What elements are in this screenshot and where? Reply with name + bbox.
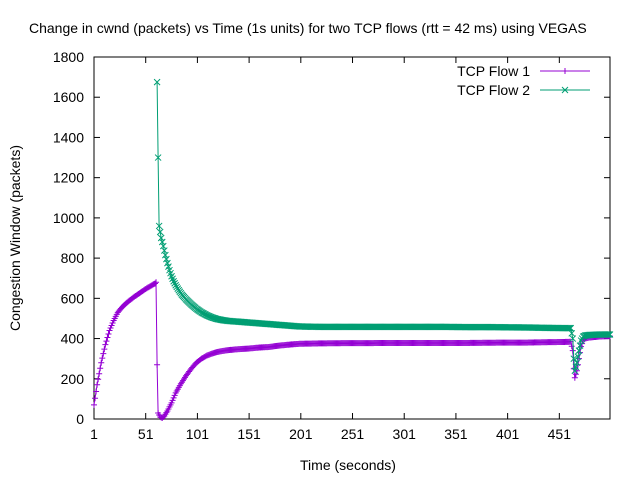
data-point-marker — [106, 327, 113, 334]
x-tick-label: 351 — [444, 426, 468, 442]
data-point-marker — [168, 399, 175, 406]
y-tick-label: 600 — [61, 290, 85, 306]
data-point-marker — [99, 355, 106, 362]
data-point-marker — [108, 322, 115, 329]
y-tick-label: 1400 — [53, 129, 84, 145]
data-point-marker — [157, 234, 165, 242]
data-point-marker — [105, 331, 112, 338]
data-point-marker — [577, 337, 585, 344]
y-tick-label: 1200 — [53, 170, 84, 186]
data-point-marker — [576, 342, 584, 349]
y-axis: 0 200 400 600 800 1000 1200 1400 1600 1800 — [53, 49, 610, 427]
data-point-marker — [161, 251, 169, 259]
data-point-marker — [573, 359, 581, 367]
data-point-marker — [564, 324, 571, 332]
data-point-marker — [154, 154, 162, 161]
data-point-marker — [103, 338, 110, 345]
data-point-marker — [153, 279, 160, 286]
data-point-marker — [95, 376, 102, 383]
data-point-marker — [170, 277, 177, 285]
data-point-marker — [565, 324, 572, 332]
data-point-marker — [156, 228, 164, 236]
data-point-marker — [163, 255, 170, 263]
x-tick-label: 451 — [548, 426, 572, 442]
data-point-marker — [169, 397, 176, 404]
y-tick-label: 800 — [61, 250, 85, 266]
y-tick-label: 1800 — [53, 49, 84, 65]
legend-label: TCP Flow 2 — [457, 82, 530, 98]
data-point-marker — [570, 355, 578, 363]
data-point-marker — [155, 222, 163, 230]
data-point-marker — [97, 365, 104, 372]
y-tick-label: 1000 — [53, 210, 84, 226]
data-point-marker — [562, 68, 568, 74]
chart-title: Change in cwnd (packets) vs Time (1s uni… — [29, 20, 587, 36]
data-point-marker — [107, 324, 114, 331]
data-point-marker — [567, 324, 575, 332]
x-tick-label: 151 — [237, 426, 261, 442]
data-point-marker — [605, 331, 613, 338]
data-point-marker — [569, 347, 576, 354]
series-1 — [91, 279, 613, 421]
data-point-marker — [91, 401, 97, 408]
data-point-marker — [568, 329, 576, 337]
data-point-marker — [96, 370, 103, 377]
data-point-marker — [154, 361, 161, 368]
data-point-marker — [104, 334, 111, 341]
data-point-marker — [571, 374, 578, 381]
data-point-marker — [171, 392, 178, 399]
x-tick-label: 51 — [138, 426, 154, 442]
data-point-marker — [575, 347, 583, 354]
legend: TCP Flow 1 TCP Flow 2 — [457, 63, 590, 98]
data-point-marker — [574, 353, 582, 361]
x-tick-label: 251 — [341, 426, 365, 442]
y-tick-label: 1600 — [53, 89, 84, 105]
data-point-marker — [569, 335, 577, 342]
y-tick-label: 200 — [61, 371, 85, 387]
data-point-marker — [93, 388, 100, 395]
data-point-marker — [603, 331, 611, 338]
data-point-marker — [152, 280, 159, 287]
y-tick-label: 0 — [76, 411, 84, 427]
data-point-marker — [572, 363, 580, 371]
data-point-marker — [604, 331, 612, 338]
data-point-marker — [566, 324, 574, 332]
data-point-marker — [92, 395, 99, 402]
data-point-marker — [102, 341, 109, 348]
data-point-marker — [571, 367, 579, 375]
x-axis: 1 51 101 151 201 251 301 351 401 451 — [90, 57, 571, 442]
data-point-marker — [101, 346, 108, 353]
data-point-marker — [170, 394, 177, 401]
x-axis-label: Time (seconds) — [300, 457, 396, 473]
data-point-marker — [94, 381, 101, 388]
data-point-marker — [171, 279, 179, 287]
data-point-marker — [561, 86, 569, 94]
x-tick-label: 201 — [289, 426, 313, 442]
x-tick-label: 401 — [496, 426, 520, 442]
x-tick-label: 301 — [393, 426, 417, 442]
y-tick-label: 400 — [61, 331, 85, 347]
data-point-marker — [98, 359, 105, 366]
data-point-marker — [568, 343, 575, 350]
x-tick-label: 1 — [90, 426, 98, 442]
data-point-marker — [100, 350, 107, 357]
data-point-marker — [158, 238, 166, 246]
y-axis-label: Congestion Window (packets) — [7, 145, 23, 331]
series-layer — [91, 78, 614, 421]
series-2 — [153, 78, 614, 375]
data-point-marker — [606, 331, 614, 338]
data-point-marker — [153, 78, 161, 86]
x-tick-label: 101 — [186, 426, 210, 442]
legend-label: TCP Flow 1 — [457, 63, 530, 79]
plot-area-frame — [93, 56, 611, 420]
data-point-marker — [109, 319, 116, 326]
